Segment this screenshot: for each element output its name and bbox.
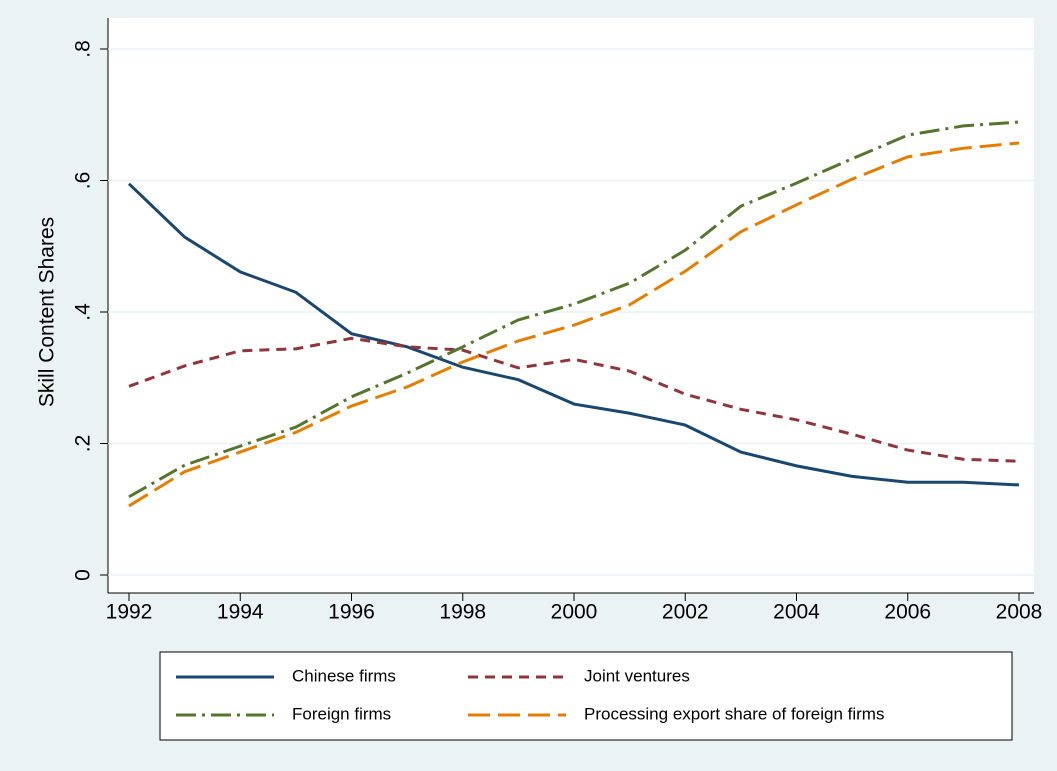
data-line	[128, 336, 1020, 463]
legend-label: Foreign firms	[292, 704, 391, 723]
x-tick-label: 2008	[996, 601, 1043, 624]
x-tick-label: 2002	[662, 601, 709, 624]
x-tick-label: 1996	[328, 601, 375, 624]
y-tick-label: .8	[72, 40, 95, 58]
legend-box	[159, 651, 1013, 741]
legend-label: Chinese firms	[292, 666, 396, 685]
legend: Chinese firms Joint ventures Foreign firms…	[159, 651, 1013, 741]
y-axis-title: Skill Content Shares	[36, 217, 59, 407]
y-tick-label: .4	[72, 303, 95, 321]
y-tick-label: .2	[72, 435, 95, 453]
legend-label: Joint ventures	[584, 666, 690, 685]
data-line	[128, 120, 1020, 499]
x-tick-label: 1998	[439, 601, 486, 624]
y-tick-label: 0	[72, 569, 95, 581]
x-tick-label: 2006	[884, 601, 931, 624]
y-tick-label: .6	[72, 172, 95, 190]
x-tick-label: 1992	[106, 601, 153, 624]
legend-label: Processing export share of foreign firms	[584, 704, 884, 723]
x-tick-label: 2004	[773, 601, 820, 624]
x-tick-label: 1994	[217, 601, 264, 624]
x-tick-label: 2000	[551, 601, 598, 624]
data-line	[128, 141, 1020, 508]
data-line	[127, 182, 1020, 487]
